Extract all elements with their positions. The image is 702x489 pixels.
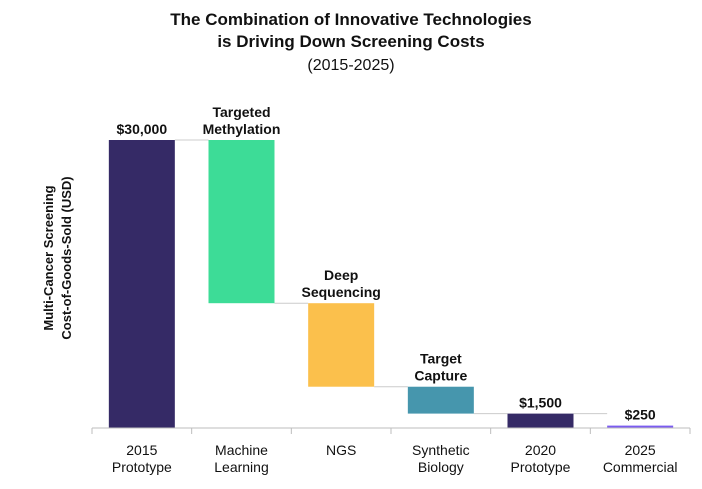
x-tick-label: Prototype	[112, 459, 172, 475]
bar-label: Target	[420, 351, 462, 367]
connector-lines	[174, 139, 608, 415]
bar-label: $30,000	[117, 121, 168, 137]
x-tick-label: 2020	[525, 442, 556, 458]
x-tick-label: Synthetic	[412, 442, 470, 458]
x-tick-label: Machine	[215, 442, 268, 458]
x-axis-ticks	[91, 428, 691, 434]
bar	[607, 425, 674, 428]
x-tick-label: Biology	[418, 459, 464, 475]
y-axis-label: Multi-Cancer Screening Cost-of-Goods-Sold…	[41, 176, 74, 339]
x-tick-label: 2015	[126, 442, 157, 458]
bar-label: Deep	[324, 267, 358, 283]
bars	[108, 140, 674, 428]
x-tick-label: Prototype	[511, 459, 571, 475]
bar	[108, 140, 175, 428]
bar	[407, 386, 474, 414]
chart-title-line: is Driving Down Screening Costs	[217, 32, 484, 51]
chart-title-line: The Combination of Innovative Technologi…	[170, 10, 531, 29]
bar-label: Sequencing	[301, 284, 380, 300]
y-axis-label-line: Multi-Cancer Screening	[41, 185, 56, 330]
bar-label: $1,500	[519, 395, 562, 411]
chart-title: The Combination of Innovative Technologi…	[170, 10, 531, 51]
bar-label: Targeted	[212, 104, 270, 120]
bar-label: Methylation	[203, 121, 281, 137]
bar-label: Capture	[414, 368, 467, 384]
y-axis-label-line: Cost-of-Goods-Sold (USD)	[59, 176, 74, 339]
bar	[208, 140, 275, 304]
x-tick-label: NGS	[326, 442, 356, 458]
x-tick-label: 2025	[625, 442, 656, 458]
bar	[308, 303, 375, 387]
bar	[507, 413, 574, 428]
bar-label: $250	[625, 407, 656, 423]
x-tick-label: Learning	[214, 459, 269, 475]
x-tick-label: Commercial	[603, 459, 678, 475]
chart-subtitle: (2015-2025)	[307, 57, 394, 74]
